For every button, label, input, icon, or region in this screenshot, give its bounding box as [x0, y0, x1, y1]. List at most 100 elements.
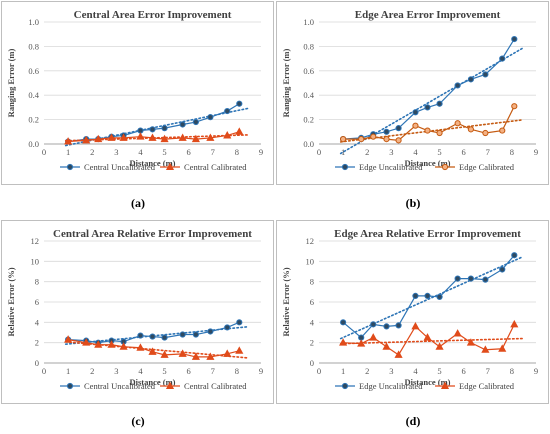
data-point — [94, 340, 103, 348]
data-point — [511, 103, 518, 110]
data-point — [436, 129, 443, 137]
data-point — [453, 329, 462, 337]
x-tick-label: 1 — [66, 147, 70, 157]
data-point — [499, 266, 506, 273]
data-point — [161, 334, 168, 341]
data-point — [383, 136, 390, 143]
data-point — [383, 128, 390, 135]
data-point — [235, 346, 244, 354]
data-point — [412, 109, 419, 116]
chart-border — [276, 1, 549, 185]
data-point — [482, 276, 489, 283]
data-point — [148, 347, 157, 355]
data-point — [467, 126, 474, 133]
legend-label: Central Calibrated — [184, 162, 247, 172]
data-point — [192, 331, 199, 338]
legend-label: Central Uncalibrated — [84, 162, 156, 172]
trend-line — [64, 107, 249, 147]
y-tick-label: 12 — [306, 236, 315, 246]
data-point — [370, 321, 377, 328]
trend-line — [339, 47, 524, 155]
data-point — [467, 76, 474, 83]
data-point — [119, 133, 128, 141]
y-tick-label: 0.8 — [303, 41, 314, 51]
data-point — [482, 129, 489, 137]
data-point — [339, 338, 348, 346]
data-point — [64, 335, 73, 343]
x-tick-label: 2 — [365, 366, 369, 376]
data-point — [148, 133, 157, 141]
legend-label: Central Uncalibrated — [84, 381, 156, 391]
chart-panel-c: 0 2 4 6 8 10 12 0 1 2 3 4 5 6 7 8 9 Central Area Relative… — [0, 219, 275, 405]
chart-title: Central Area Relative Error Improvement — [53, 228, 252, 240]
x-tick-label: 8 — [235, 147, 239, 157]
x-axis-label: Distance (m) — [129, 158, 175, 168]
legend-swatch-marker — [165, 162, 175, 171]
x-tick-label: 6 — [187, 147, 191, 157]
x-tick-label: 3 — [389, 147, 393, 157]
legend-label: Edge Uncalibrated — [359, 162, 423, 172]
legend-label: Edge Calibrated — [459, 381, 515, 391]
data-point — [498, 344, 507, 352]
data-point — [358, 136, 365, 143]
data-point — [235, 127, 244, 135]
chart-border — [276, 220, 549, 404]
y-tick-label: 6 — [310, 297, 314, 307]
data-point — [206, 352, 215, 360]
y-tick-label: 10 — [31, 256, 40, 266]
y-tick-label: 4 — [310, 317, 315, 327]
x-tick-label: 0 — [317, 147, 321, 157]
data-point — [357, 339, 366, 347]
caption-a: (a) — [131, 196, 145, 210]
x-tick-label: 3 — [114, 147, 118, 157]
data-point — [224, 107, 231, 115]
data-point — [481, 345, 490, 353]
y-tick-label: 6 — [35, 297, 39, 307]
y-tick-label: 0.2 — [28, 115, 39, 125]
chart-title: Edge Area Relative Error Improvement — [334, 228, 521, 240]
data-point — [340, 136, 347, 143]
data-point — [207, 114, 214, 121]
y-tick-label: 10 — [306, 256, 315, 266]
y-tick-label: 2 — [35, 338, 39, 348]
y-tick-label: 0.2 — [303, 115, 314, 125]
data-point — [454, 120, 461, 127]
chart-svg-a: 0.0 0.2 0.4 0.6 0.8 1.0 0 1 2 3 4 5 6 7 8 9 Central Area… — [1, 1, 274, 185]
chart-svg-b: 0.0 0.2 0.4 0.6 0.8 1.0 0 1 2 3 4 5 6 7 8 9 Edge Area Er… — [276, 1, 549, 185]
legend-swatch-marker — [440, 381, 450, 390]
x-tick-label: 4 — [138, 366, 143, 376]
x-tick-label: 6 — [462, 366, 466, 376]
x-tick-label: 2 — [90, 147, 94, 157]
data-point — [149, 333, 156, 340]
x-axis-label: Distance (m) — [129, 377, 175, 387]
x-tick-label: 3 — [114, 366, 118, 376]
data-point — [370, 133, 377, 140]
y-tick-label: 0.4 — [28, 90, 39, 100]
data-point — [207, 328, 214, 335]
chart-border — [1, 1, 274, 185]
data-point — [394, 350, 403, 358]
data-point — [82, 338, 91, 346]
data-point — [223, 131, 232, 139]
data-point — [424, 127, 431, 134]
data-point — [395, 137, 402, 144]
data-point — [223, 349, 232, 357]
x-tick-label: 9 — [259, 366, 263, 376]
y-axis-label: Relative Error (%) — [281, 267, 291, 336]
y-tick-label: 1.0 — [303, 17, 314, 27]
data-point — [82, 135, 91, 144]
legend-swatch-marker — [341, 382, 349, 390]
data-point — [160, 350, 169, 358]
y-tick-label: 0 — [35, 358, 39, 368]
chart-title: Edge Area Error Improvement — [355, 9, 501, 21]
data-point — [412, 292, 419, 300]
data-point — [423, 333, 432, 341]
data-point — [107, 340, 116, 348]
x-tick-label: 7 — [211, 366, 215, 376]
data-point — [454, 82, 461, 89]
y-tick-label: 0.0 — [28, 139, 39, 149]
data-point — [382, 342, 391, 350]
data-point — [466, 338, 475, 346]
y-tick-label: 2 — [310, 338, 314, 348]
x-tick-label: 4 — [413, 366, 418, 376]
